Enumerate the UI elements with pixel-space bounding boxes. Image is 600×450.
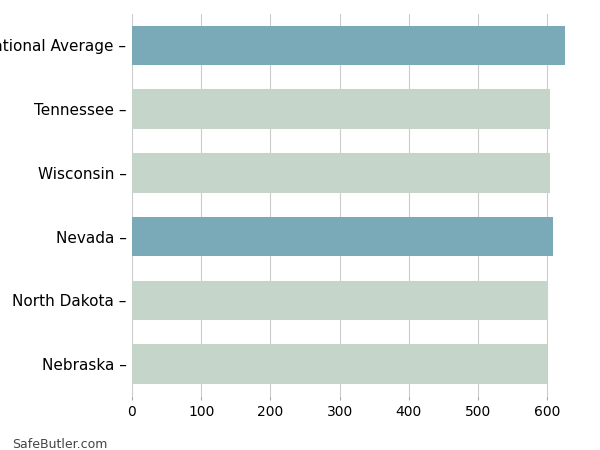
Bar [132, 217, 553, 256]
Bar [132, 90, 550, 129]
Bar [132, 153, 550, 193]
Text: SafeButler.com: SafeButler.com [12, 438, 107, 450]
Bar [132, 26, 565, 65]
Bar [132, 344, 547, 384]
Bar [132, 281, 548, 320]
